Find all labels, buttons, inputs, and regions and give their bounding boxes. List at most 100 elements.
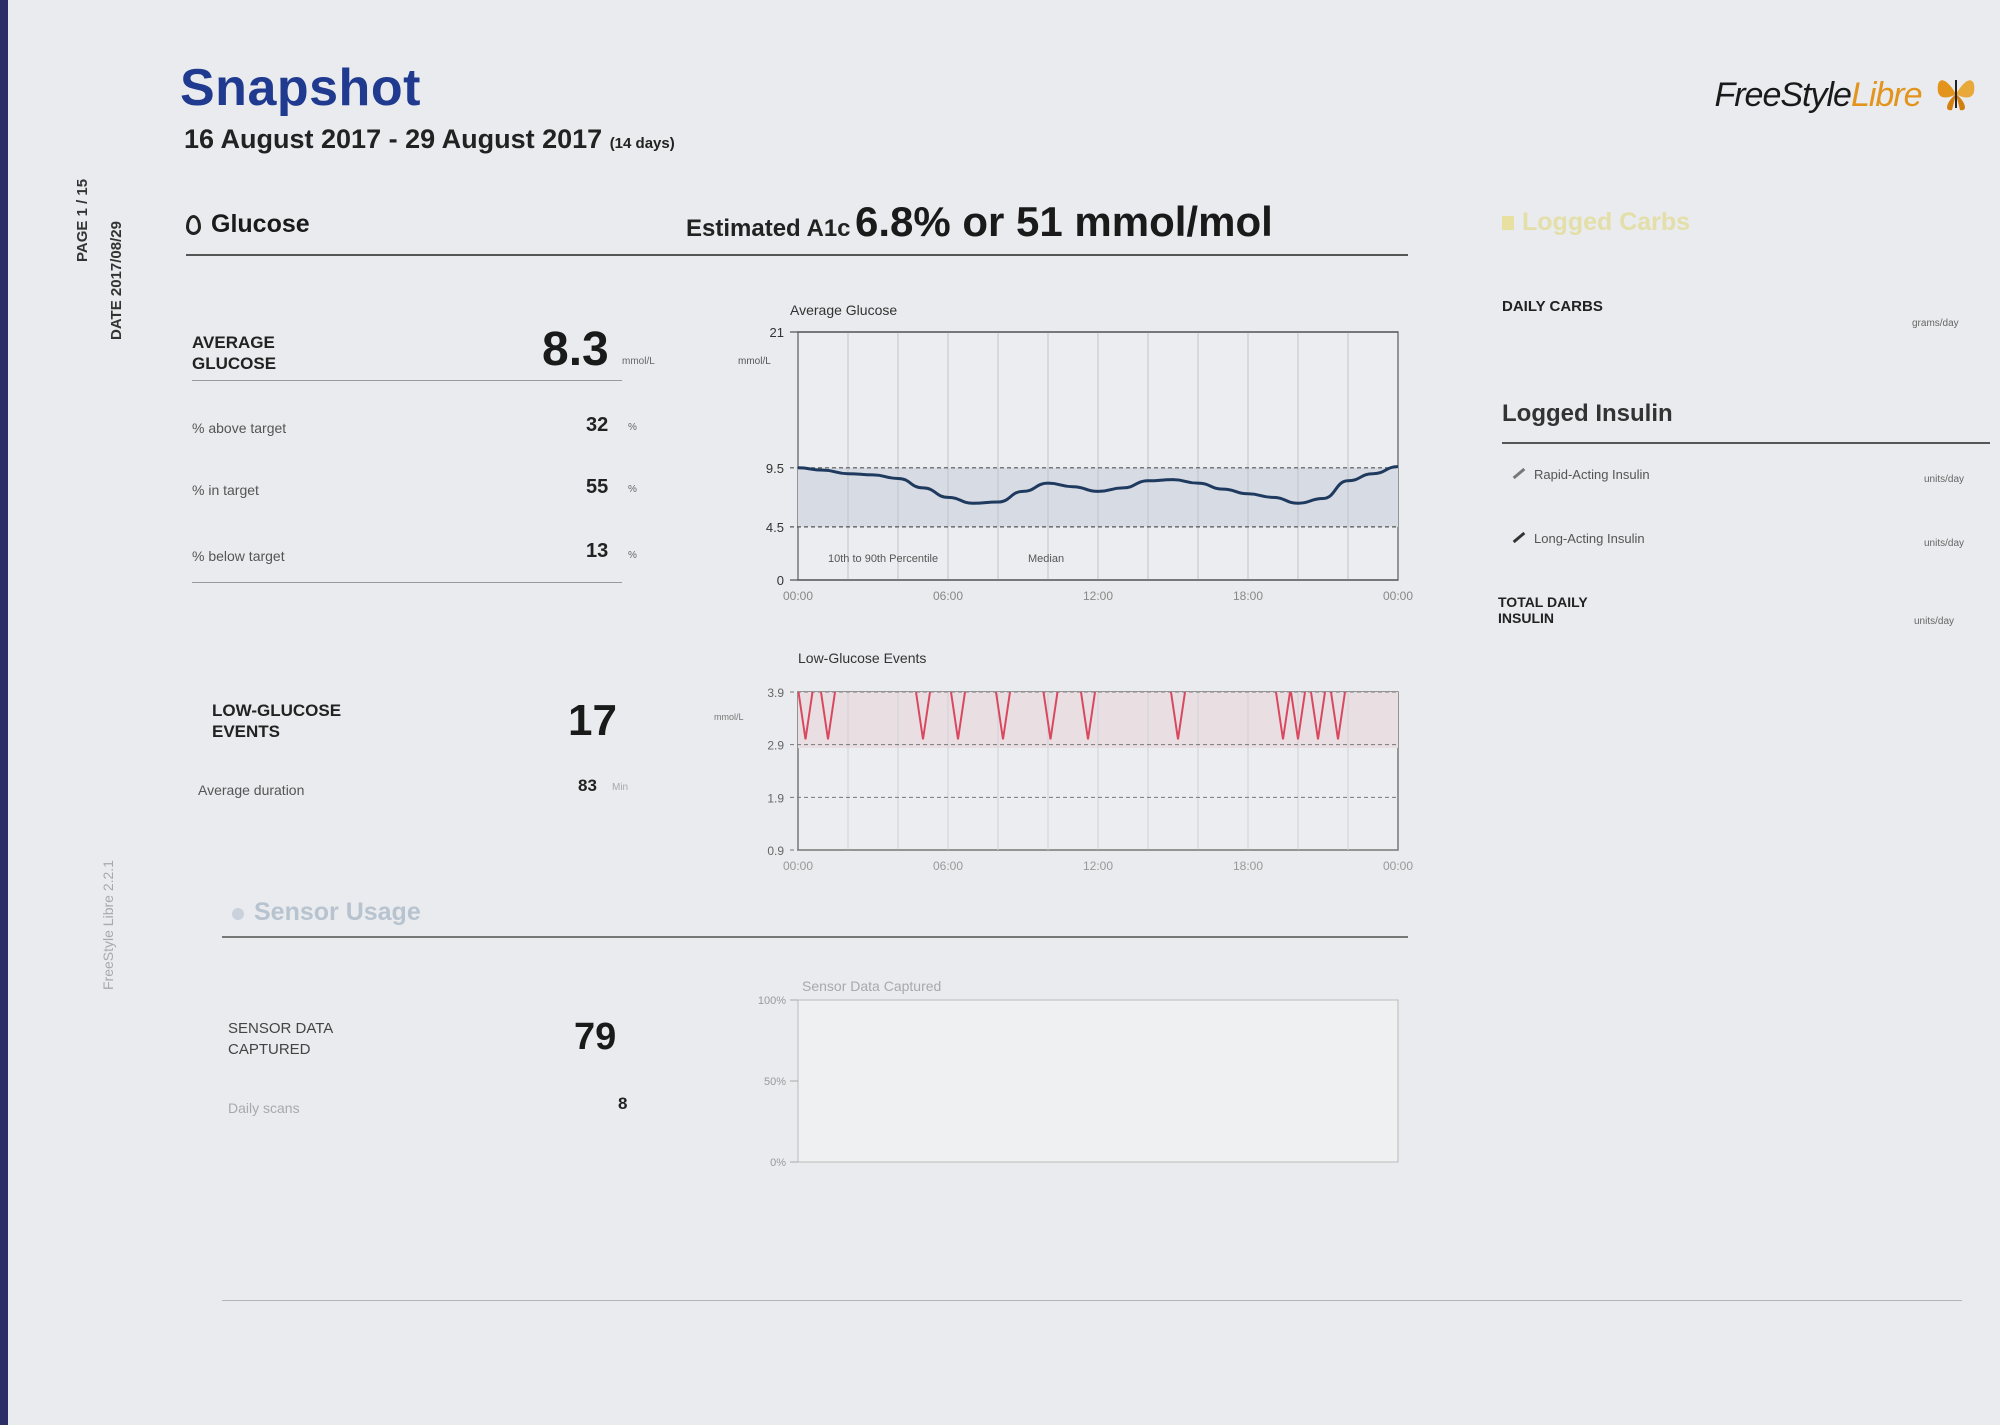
long-insulin-row: Long-Acting Insulin — [1512, 530, 1645, 548]
average-glucose-label: AVERAGE GLUCOSE — [192, 332, 276, 374]
date-range: 16 August 2017 - 29 August 2017 (14 days… — [184, 124, 675, 155]
avg-duration-label: Average duration — [198, 782, 305, 798]
avg-ytick-label: 0 — [777, 573, 784, 588]
avg-duration-value: 83 — [578, 776, 597, 795]
average-label-line1: AVERAGE — [192, 333, 275, 352]
sensor-chart-title: Sensor Data Captured — [802, 978, 942, 994]
below-target-unit: % — [628, 550, 637, 561]
logo-freestyle: FreeStyle — [1714, 76, 1851, 114]
avg-ytick-label: 9.5 — [766, 461, 784, 476]
avg-y-ticks: 21 9.5 4.5 0 — [766, 325, 1398, 588]
sensor-data-chart: 100% 50% 0% — [758, 995, 1399, 1169]
low-event-mark — [797, 691, 814, 740]
low-ytick-label: 0.9 — [767, 844, 784, 858]
low-xtick-label: 00:00 — [783, 859, 813, 870]
software-version: FreeStyle Libre 2.2.1 — [100, 860, 116, 990]
avg-xtick-label: 06:00 — [933, 589, 963, 603]
carbs-icon — [1502, 216, 1514, 230]
low-event-marks — [797, 691, 1346, 740]
sensor-data-value: 79 — [574, 1016, 617, 1058]
avg-xtick-label: 18:00 — [1233, 589, 1263, 603]
date-range-text: 16 August 2017 - 29 August 2017 — [184, 124, 603, 154]
in-target-value: 55 — [586, 476, 609, 498]
low-xtick-label: 06:00 — [933, 859, 963, 870]
glucose-drop-icon — [186, 215, 201, 235]
estimated-a1c: Estimated A1c 6.8% or 51 mmol/mol — [686, 198, 1273, 246]
above-target-label: % above target — [192, 420, 287, 436]
avg-xtick-label: 00:00 — [1383, 589, 1413, 603]
low-event-mark — [1310, 691, 1326, 740]
target-rule — [192, 582, 622, 583]
sensor-y-ticks: 100% 50% 0% — [758, 995, 798, 1169]
low-event-mark — [1275, 691, 1291, 740]
low-event-mark — [1080, 691, 1096, 740]
logo-libre: Libre — [1850, 76, 1923, 114]
total-label-line1: TOTAL DAILY — [1498, 594, 1588, 610]
page-number: PAGE 1 / 15 — [74, 178, 91, 262]
avg-ytick-label: 4.5 — [766, 520, 784, 535]
median-line — [797, 465, 1399, 505]
total-label-line2: INSULIN — [1498, 610, 1554, 626]
glucose-rule — [186, 254, 1408, 256]
low-ytick-label: 3.9 — [767, 686, 784, 700]
low-event-mark — [1042, 691, 1059, 740]
in-target-label: % in target — [192, 482, 259, 498]
sensor-rule — [222, 936, 1408, 938]
low-xtick-label: 12:00 — [1083, 859, 1113, 870]
below-target-label: % below target — [192, 548, 285, 564]
sensor-ytick-label: 50% — [764, 1076, 786, 1088]
low-ytick-label: 2.9 — [767, 739, 784, 753]
sensor-ytick-label: 100% — [758, 995, 786, 1007]
rapid-insulin-unit: units/day — [1924, 474, 1965, 485]
insulin-rule — [1502, 442, 1990, 444]
average-rule — [192, 380, 622, 381]
butterfly-icon — [1937, 80, 1975, 111]
sensor-plot-area — [797, 999, 1399, 1163]
low-y-ticks: 3.9 2.9 1.9 0.9 — [767, 686, 1398, 858]
average-glucose-unit: mmol/L — [622, 356, 655, 367]
rapid-insulin-row: Rapid-Acting Insulin — [1512, 466, 1650, 484]
above-target-unit: % — [628, 422, 637, 433]
low-event-mark — [995, 691, 1011, 740]
low-event-mark — [1290, 691, 1306, 740]
avg-x-ticks: 00:00 06:00 12:00 18:00 00:00 — [783, 589, 1413, 603]
report-page: PAGE 1 / 15 DATE 2017/08/29 FreeStyle Li… — [8, 0, 2000, 1425]
sensor-ytick-label: 0% — [770, 1157, 786, 1169]
a1c-value: 6.8% or 51 mmol/mol — [854, 198, 1273, 245]
avg-xtick-label: 00:00 — [783, 589, 813, 603]
low-event-mark — [1170, 691, 1186, 740]
logged-carbs-heading: Logged Carbs — [1502, 208, 1690, 237]
low-glucose-chart-title: Low-Glucose Events — [798, 650, 927, 666]
low-xtick-label: 00:00 — [1383, 859, 1413, 870]
low-xtick-label: 18:00 — [1233, 859, 1263, 870]
avg-ytick-label: 21 — [770, 325, 784, 340]
low-event-mark — [915, 691, 931, 740]
daily-scans-value: 8 — [618, 1094, 628, 1113]
pen-icon — [1512, 531, 1526, 544]
sensor-icon — [232, 908, 244, 920]
sensor-label-line1: SENSOR DATA — [228, 1020, 334, 1037]
page-title: Snapshot — [180, 59, 421, 117]
avg-y-unit: mmol/L — [738, 356, 771, 367]
rapid-insulin-label: Rapid-Acting Insulin — [1534, 467, 1650, 482]
sensor-usage-heading: Sensor Usage — [232, 898, 421, 927]
a1c-label: Estimated A1c — [686, 215, 851, 242]
avg-xtick-label: 12:00 — [1083, 589, 1113, 603]
glucose-heading-text: Glucose — [211, 210, 310, 238]
low-ytick-label: 1.9 — [767, 791, 784, 805]
sensor-data-label: SENSOR DATA CAPTURED — [228, 1018, 333, 1060]
low-event-mark — [820, 691, 836, 740]
average-label-line2: GLUCOSE — [192, 354, 277, 373]
below-target-value: 13 — [586, 540, 609, 562]
total-insulin-unit: units/day — [1914, 616, 1955, 627]
date-range-days: (14 days) — [609, 135, 675, 152]
avg-legend-percentile: 10th to 90th Percentile — [828, 553, 938, 565]
glucose-heading: Glucose — [186, 210, 310, 239]
average-glucose-value: 8.3 — [542, 323, 609, 376]
avg-gridlines — [847, 332, 1349, 580]
daily-carbs-label: DAILY CARBS — [1502, 298, 1603, 315]
low-event-mark — [1330, 691, 1346, 740]
daily-scans-label: Daily scans — [228, 1100, 300, 1116]
logged-insulin-heading: Logged Insulin — [1502, 400, 1673, 427]
low-event-mark — [950, 691, 966, 740]
